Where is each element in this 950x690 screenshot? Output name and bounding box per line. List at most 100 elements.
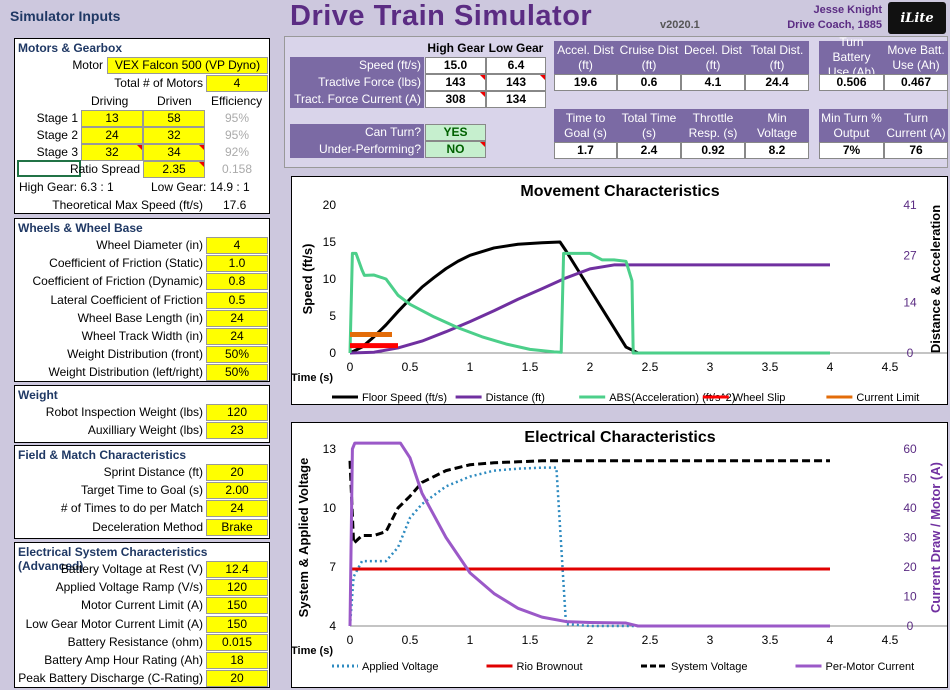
time-header: Total Time (s) [617, 109, 681, 142]
electrical-row-value: 120 [226, 580, 248, 595]
stage-3-driven-input[interactable]: 34 [143, 144, 205, 161]
selected-cell-border[interactable] [17, 160, 81, 177]
low-gear-ratio: Low Gear: 14.9 : 1 [151, 180, 250, 194]
field-row-label: Deceleration Method [92, 519, 203, 534]
stage-3-driving-input[interactable]: 32 [81, 144, 143, 161]
stage-2-driven-input[interactable]: 32 [143, 127, 205, 144]
chart-title: Movement Characteristics [520, 183, 719, 200]
max-speed-value: 17.6 [223, 198, 247, 212]
electrical-row-input[interactable]: 120 [206, 579, 268, 597]
col-high-gear: High Gear [427, 41, 485, 55]
electrical-row-input[interactable]: 150 [206, 615, 268, 633]
speed-high-value: 15.0 [425, 57, 486, 74]
wheels-row-value: 24 [230, 329, 244, 343]
field-row-input[interactable]: 20 [206, 464, 268, 481]
ratio-spread-input[interactable]: 2.35 [143, 161, 205, 178]
wheels-row-label: Wheel Track Width (in) [81, 329, 203, 343]
electrical-row-label: Battery Amp Hour Rating (Ah) [44, 653, 203, 667]
x-tick-label: 3 [707, 360, 714, 374]
stage-2-driven-value: 32 [167, 128, 181, 142]
field-row-value: 20 [230, 465, 244, 479]
wheels-row-label: Weight Distribution (left/right) [48, 365, 204, 380]
field-row-input[interactable]: Brake [206, 518, 268, 536]
stage-1-driven-value: 58 [167, 111, 181, 125]
x-tick-label: 1 [467, 360, 474, 374]
field-row-input[interactable]: 24 [206, 500, 268, 518]
distance-header: Accel. Dist (ft) [554, 41, 617, 74]
time-header: Min Voltage [745, 109, 809, 142]
electrical-row-input[interactable]: 12.4 [206, 561, 268, 578]
motor-select-value: VEX Falcon 500 (VP Dyno) [114, 58, 261, 72]
y2-tick-label: 40 [903, 501, 917, 515]
field-row-label: Sprint Distance (ft) [103, 465, 203, 479]
wheels-row-input[interactable]: 1.0 [206, 255, 268, 273]
col-driving-header: Driving [91, 94, 129, 108]
x-tick-label: 0 [347, 633, 354, 647]
tract-current-high-text: 308 [445, 92, 466, 106]
tractive-high-text: 143 [445, 75, 466, 89]
time-header: Throttle Resp. (s) [681, 109, 745, 142]
col-driven-header: Driven [157, 94, 192, 108]
turn-value: 7% [819, 142, 884, 159]
x-tick-label: 3.5 [762, 633, 779, 647]
y2-tick-label: 27 [903, 249, 917, 263]
distance-value: 0.6 [617, 74, 681, 91]
wheels-row-label: Lateral Coefficient of Friction [50, 292, 203, 307]
electrical-row-input[interactable]: 0.015 [206, 633, 268, 651]
x-tick-label: 2.5 [642, 360, 659, 374]
wheels-row-input[interactable]: 24 [206, 328, 268, 345]
field-row-input[interactable]: 2.00 [206, 482, 268, 500]
wheels-row-input[interactable]: 50% [206, 364, 268, 382]
comment-marker-icon [480, 142, 485, 147]
legend-label: Distance (ft) [486, 392, 545, 404]
wheels-row-label: Coefficient of Friction (Static) [49, 256, 203, 271]
wheels-row-label: Weight Distribution (front) [67, 347, 203, 362]
y-axis-label: System & Applied Voltage [296, 458, 311, 618]
weight-row-input[interactable]: 23 [206, 422, 268, 440]
weight-row-label: Robot Inspection Weight (lbs) [45, 405, 203, 419]
stage-1-driven-input[interactable]: 58 [143, 110, 205, 127]
electrical-row-label: Applied Voltage Ramp (V/s) [55, 580, 203, 595]
weight-row-input[interactable]: 120 [206, 404, 268, 421]
field-row-value: Brake [221, 519, 253, 534]
y2-tick-label: 0 [907, 619, 914, 633]
x-axis-label: Time (s) [292, 372, 333, 384]
total-motors-input[interactable]: 4 [206, 75, 268, 92]
wheels-row-input[interactable]: 0.5 [206, 291, 268, 309]
stage-2-driving-input[interactable]: 24 [81, 127, 143, 144]
stage-1-driving-value: 13 [105, 111, 119, 125]
weight-section-title: Weight [18, 388, 58, 402]
legend-label: Floor Speed (ft/s) [362, 392, 447, 404]
x-axis-label: Time (s) [292, 645, 333, 657]
time-value: 0.92 [681, 142, 745, 159]
legend-label: Rio Brownout [517, 661, 583, 673]
y-tick-label: 0 [329, 346, 336, 360]
version-label: v2020.1 [660, 19, 700, 31]
field-row-label: Target Time to Goal (s) [80, 483, 203, 498]
motor-select[interactable]: VEX Falcon 500 (VP Dyno) [107, 57, 268, 74]
comment-marker-icon [199, 162, 204, 167]
wheels-row-input[interactable]: 50% [206, 346, 268, 364]
series-line-1 [349, 263, 830, 355]
y2-tick-label: 0 [907, 346, 914, 360]
stage-2-driving-value: 24 [105, 128, 119, 142]
electrical-row-input[interactable]: 18 [206, 652, 268, 669]
y2-tick-label: 20 [903, 560, 917, 574]
electrical-row-input[interactable]: 20 [206, 670, 268, 688]
wheels-row-input[interactable]: 24 [206, 309, 268, 327]
distance-value: 19.6 [554, 74, 617, 91]
comment-marker-icon [199, 145, 204, 150]
electrical-panel: Electrical System Characteristics (Advan… [14, 542, 270, 688]
ratio-spread-gray: 0.158 [221, 162, 253, 176]
electrical-row-input[interactable]: 150 [206, 597, 268, 615]
wheels-row-input[interactable]: 0.8 [206, 273, 268, 291]
y2-tick-label: 30 [903, 531, 917, 545]
stage-1-driving-input[interactable]: 13 [81, 110, 143, 127]
wheels-row-input[interactable]: 4 [206, 237, 268, 254]
y2-tick-label: 60 [903, 442, 917, 456]
legend-label: Current Limit [856, 392, 919, 404]
wheels-row-label: Wheel Diameter (in) [96, 238, 203, 252]
wheels-section-title: Wheels & Wheel Base [18, 221, 143, 235]
under-performing-label: Under-Performing? [318, 142, 421, 156]
weight-row-value: 120 [226, 405, 248, 419]
